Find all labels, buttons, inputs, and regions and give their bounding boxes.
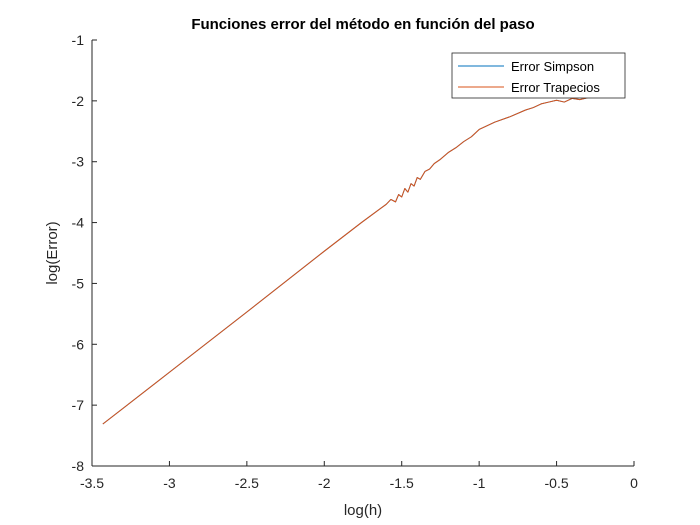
y-axis-label: log(Error) [44, 221, 61, 284]
x-tick-label: 0 [630, 475, 638, 491]
y-tick-label: -4 [72, 215, 85, 231]
y-tick-label: -3 [72, 154, 85, 170]
x-tick-label: -3 [163, 475, 176, 491]
y-tick-label: -7 [72, 397, 85, 413]
x-tick-label: -0.5 [545, 475, 569, 491]
legend: Error Simpson Error Trapecios [451, 52, 626, 99]
y-ticks: -8 -7 -6 -5 -4 -3 -2 -1 [72, 32, 97, 474]
x-tick-label: -2 [318, 475, 331, 491]
plot-area [92, 40, 634, 466]
y-tick-label: -2 [72, 93, 85, 109]
x-tick-label: -1.5 [390, 475, 414, 491]
x-tick-label: -1 [473, 475, 486, 491]
y-tick-label: -8 [72, 458, 85, 474]
x-axis-label: log(h) [344, 502, 382, 519]
series-layer [102, 97, 588, 425]
legend-label-simpson: Error Simpson [511, 59, 594, 74]
series-line-error-trapecios [102, 97, 588, 425]
x-tick-label: -2.5 [235, 475, 259, 491]
x-ticks: -3.5 -3 -2.5 -2 -1.5 -1 -0.5 0 [80, 461, 638, 491]
y-tick-label: -1 [72, 32, 85, 48]
y-tick-label: -5 [72, 275, 85, 291]
legend-label-trapecios: Error Trapecios [511, 80, 600, 95]
x-tick-label: -3.5 [80, 475, 104, 491]
chart-title: Funciones error del método en función de… [191, 16, 534, 33]
y-tick-label: -6 [72, 336, 85, 352]
legend-box [451, 52, 626, 99]
